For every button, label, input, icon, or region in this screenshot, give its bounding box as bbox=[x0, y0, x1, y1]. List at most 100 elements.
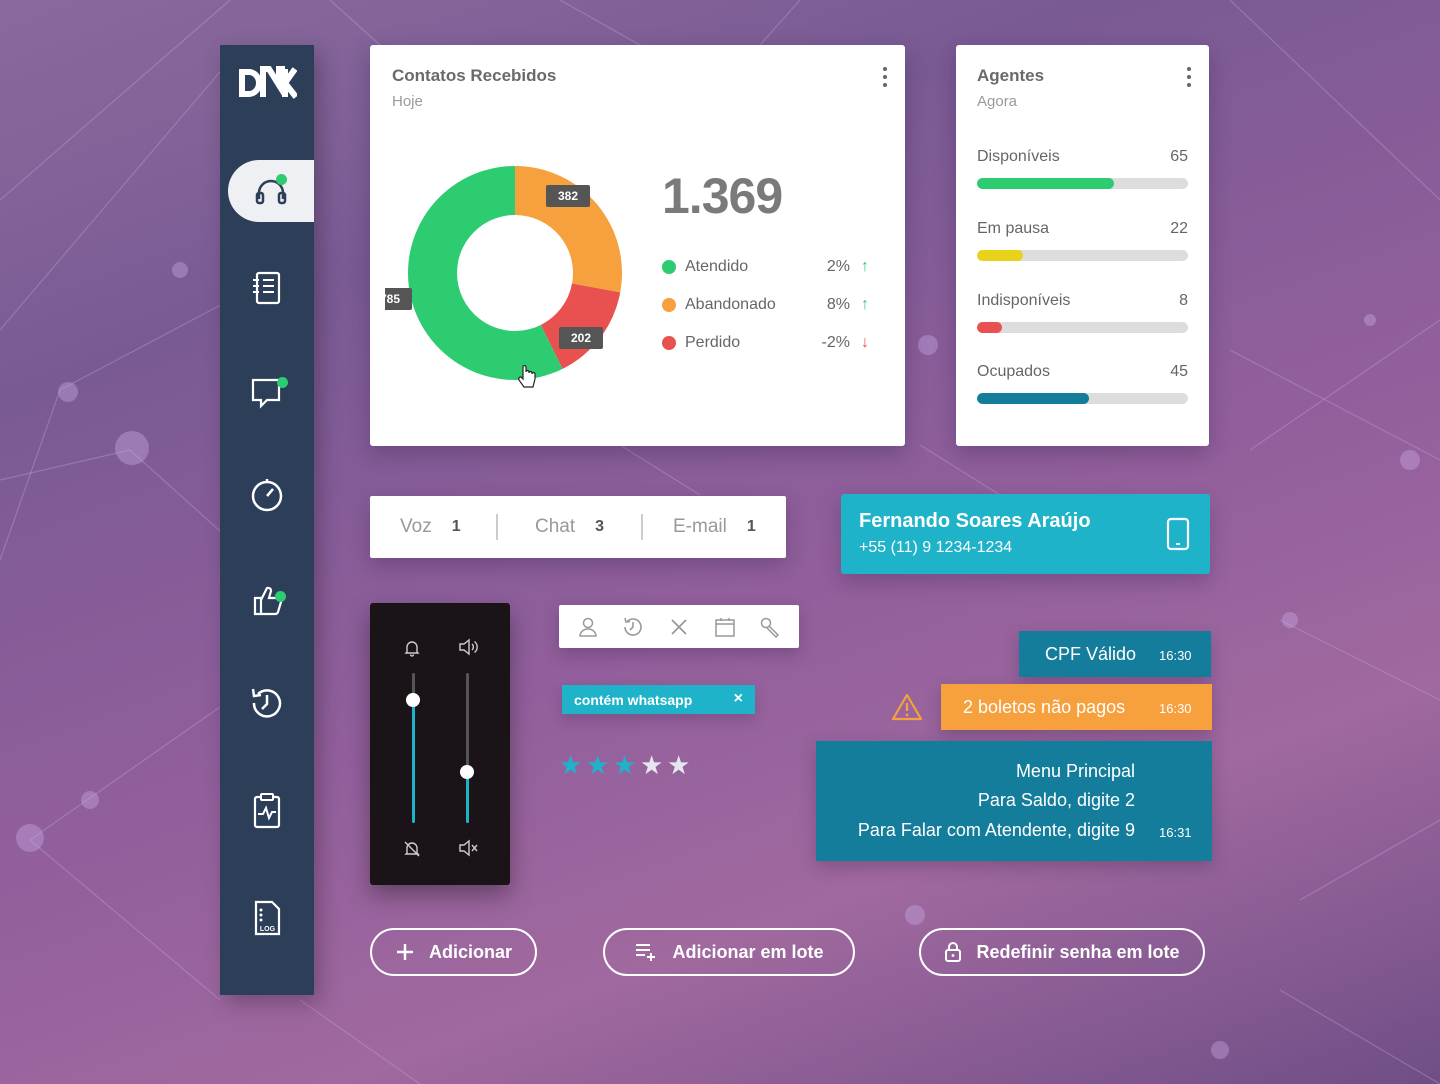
sidebar-item-reports[interactable] bbox=[220, 775, 314, 845]
add-batch-button[interactable]: Adicionar em lote bbox=[603, 928, 855, 976]
mobile-phone-icon bbox=[1166, 517, 1190, 551]
brand-logo[interactable] bbox=[220, 63, 314, 111]
clipboard-pulse-icon bbox=[253, 793, 281, 829]
tab-label: Voz bbox=[400, 516, 432, 537]
notification-volume-fill bbox=[412, 700, 415, 823]
sidebar-item-feedback[interactable] bbox=[220, 565, 314, 635]
sidebar-item-timer[interactable] bbox=[220, 460, 314, 530]
star-icon[interactable]: ★ bbox=[559, 750, 583, 780]
agent-status-row: Ocupados 45 bbox=[977, 363, 1188, 404]
tab-label: E-mail bbox=[673, 516, 727, 537]
contact-phone: +55 (11) 9 1234-1234 bbox=[859, 539, 1013, 556]
wrench-icon[interactable] bbox=[758, 615, 782, 639]
legend-item: Abandonado 8% ↑ bbox=[662, 294, 872, 316]
arrow-up-icon: ↑ bbox=[861, 296, 869, 313]
star-icon[interactable]: ★ bbox=[586, 750, 610, 780]
message-text: 2 boletos não pagos bbox=[963, 697, 1126, 717]
sidebar-item-history[interactable] bbox=[220, 668, 314, 738]
sidebar-item-chat[interactable] bbox=[220, 357, 314, 427]
card-subtitle: Hoje bbox=[392, 93, 423, 110]
message-time: 16:30 bbox=[1159, 701, 1192, 716]
sidebar-item-log[interactable]: LOG bbox=[220, 883, 314, 953]
slice-value-label: 202 bbox=[559, 327, 603, 349]
contacts-received-card: Contatos Recebidos Hoje 382202785 1.369 … bbox=[370, 45, 905, 446]
progress-track bbox=[977, 250, 1188, 261]
tag-remove-icon[interactable]: × bbox=[733, 690, 743, 707]
volume-panel bbox=[370, 603, 510, 885]
slice-value-label: 382 bbox=[546, 185, 590, 207]
button-label: Redefinir senha em lote bbox=[976, 941, 1180, 962]
star-icon[interactable]: ★ bbox=[640, 750, 664, 780]
progress-fill bbox=[977, 393, 1089, 404]
legend-label: Perdido bbox=[685, 334, 741, 351]
user-icon[interactable] bbox=[576, 615, 600, 639]
contact-card[interactable]: Fernando Soares Araújo +55 (11) 9 1234-1… bbox=[841, 494, 1210, 574]
donut-slice-atendido[interactable] bbox=[407, 166, 563, 380]
legend-label: Atendido bbox=[685, 258, 749, 275]
log-label: LOG bbox=[260, 926, 276, 933]
message-cpf-valid: CPF Válido 16:30 bbox=[1019, 631, 1211, 677]
notification-dot bbox=[276, 174, 287, 185]
message-menu: Menu Principal Para Saldo, digite 2 Para… bbox=[816, 741, 1212, 861]
message-line: Menu Principal bbox=[1015, 761, 1135, 781]
sidebar-item-attendance[interactable] bbox=[228, 160, 314, 222]
progress-track bbox=[977, 178, 1188, 189]
tag-label: contém whatsapp bbox=[574, 691, 693, 708]
reset-password-batch-button[interactable]: Redefinir senha em lote bbox=[919, 928, 1205, 976]
button-label: Adicionar bbox=[428, 941, 512, 962]
history-icon[interactable] bbox=[621, 615, 645, 639]
close-icon[interactable] bbox=[667, 615, 691, 639]
slider-track bbox=[466, 673, 469, 823]
message-text: CPF Válido bbox=[1045, 644, 1137, 664]
bell-off-icon[interactable] bbox=[403, 840, 421, 858]
slice-value: 382 bbox=[558, 189, 578, 203]
legend-item: Atendido 2% ↑ bbox=[662, 256, 872, 278]
slice-value-label: 785 bbox=[385, 288, 412, 310]
agent-status-row: Disponíveis 65 bbox=[977, 148, 1188, 189]
mute-icon[interactable] bbox=[458, 839, 480, 857]
slice-value: 785 bbox=[385, 292, 400, 306]
tab-email[interactable]: E-mail 1 bbox=[673, 516, 756, 538]
calendar-icon[interactable] bbox=[713, 615, 737, 639]
star-icon[interactable]: ★ bbox=[613, 750, 637, 780]
add-button[interactable]: Adicionar bbox=[370, 928, 537, 976]
notification-volume-slider[interactable] bbox=[406, 693, 420, 707]
legend-label: Abandonado bbox=[685, 296, 776, 313]
donut-chart: 382 202 785 bbox=[385, 166, 622, 380]
progress-fill bbox=[977, 322, 1003, 333]
card-title: Agentes bbox=[977, 66, 1045, 85]
whatsapp-tag: contém whatsapp × bbox=[562, 685, 755, 714]
star-icon[interactable]: ★ bbox=[667, 750, 691, 780]
message-time: 16:31 bbox=[1159, 825, 1192, 840]
message-unpaid-boletos: 2 boletos não pagos 16:30 bbox=[941, 684, 1212, 730]
progress-track bbox=[977, 393, 1188, 404]
tab-chat[interactable]: Chat 3 bbox=[535, 516, 641, 538]
legend-dot bbox=[662, 298, 676, 312]
hand-cursor-icon bbox=[518, 365, 536, 388]
donut-slice-abandonado[interactable] bbox=[515, 166, 622, 293]
status-count: 8 bbox=[1179, 292, 1188, 309]
bell-icon bbox=[404, 641, 420, 657]
card-subtitle: Agora bbox=[977, 93, 1018, 110]
headset-icon bbox=[255, 179, 287, 205]
channel-tabs: Voz 1 Chat 3 E-mail 1 bbox=[370, 496, 786, 558]
legend-percent: 8% bbox=[826, 296, 850, 313]
tab-voz[interactable]: Voz 1 bbox=[400, 516, 496, 538]
progress-track bbox=[977, 322, 1188, 333]
agent-status-row: Em pausa 22 bbox=[977, 220, 1188, 261]
message-line: Para Falar com Atendente, digite 9 bbox=[857, 820, 1135, 840]
status-label: Indisponíveis bbox=[977, 292, 1071, 309]
sidebar-item-notebook[interactable] bbox=[220, 253, 314, 323]
kebab-menu-icon[interactable] bbox=[1182, 67, 1196, 87]
playlist-add-icon bbox=[636, 944, 656, 961]
tab-label: Chat bbox=[535, 516, 576, 537]
slice-value: 202 bbox=[571, 331, 591, 345]
agents-card: Agentes Agora Disponíveis 65 Em pausa 22 I… bbox=[956, 45, 1209, 446]
divider bbox=[641, 514, 643, 540]
speaker-icon bbox=[459, 638, 478, 656]
star-rating[interactable]: ★ ★ ★ ★ ★ bbox=[559, 750, 694, 780]
legend-percent: 2% bbox=[826, 258, 850, 275]
speaker-volume-slider[interactable] bbox=[460, 765, 474, 779]
log-file-icon: LOG bbox=[254, 900, 281, 936]
kebab-menu-icon[interactable] bbox=[878, 67, 892, 87]
